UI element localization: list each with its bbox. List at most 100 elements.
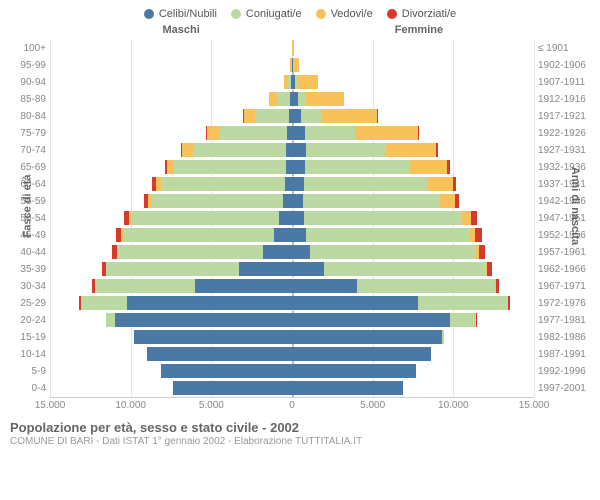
- bar-male: [50, 194, 292, 208]
- legend-item: Divorziati/e: [387, 8, 456, 20]
- bar-segment-celibi: [134, 330, 292, 344]
- bar-segment-celibi: [195, 279, 292, 293]
- x-axis: 15.00010.0005.00005.00010.00015.000: [6, 400, 594, 414]
- bar-segment-divorz: [496, 279, 499, 293]
- bar-male: [50, 279, 292, 293]
- legend: Celibi/NubiliConiugati/eVedovi/eDivorzia…: [6, 8, 594, 20]
- x-tick: 5.000: [199, 400, 224, 411]
- bar-row: [50, 227, 534, 244]
- column-headers: Maschi Femmine: [6, 24, 594, 40]
- bar-segment-vedov: [182, 143, 192, 157]
- bar-segment-divorz: [447, 160, 450, 174]
- bar-row: [50, 159, 534, 176]
- bar-segment-celibi: [292, 194, 303, 208]
- age-tick: 100+: [6, 40, 46, 57]
- birth-year-axis: ≤ 19011902-19061907-19111912-19161917-19…: [534, 40, 594, 398]
- bar-segment-celibi: [239, 262, 292, 276]
- bar-row: [50, 363, 534, 380]
- bar-row: [50, 312, 534, 329]
- bar-segment-coniug: [106, 262, 238, 276]
- bar-female: [292, 109, 534, 123]
- y-axis-label-left: Fasce di età: [21, 175, 33, 238]
- x-axis-ticks: 15.00010.0005.00005.00010.00015.000: [50, 400, 534, 414]
- bar-segment-celibi: [292, 296, 418, 310]
- bar-segment-celibi: [274, 228, 292, 242]
- age-tick: 75-79: [6, 125, 46, 142]
- bar-row: [50, 295, 534, 312]
- bar-male: [50, 381, 292, 395]
- age-tick: 35-39: [6, 261, 46, 278]
- bar-segment-celibi: [292, 109, 301, 123]
- bar-male: [50, 228, 292, 242]
- bar-segment-vedov: [410, 160, 447, 174]
- bar-female: [292, 296, 534, 310]
- bar-row: [50, 278, 534, 295]
- bar-segment-coniug: [131, 211, 279, 225]
- bar-segment-vedov: [297, 75, 318, 89]
- bar-segment-vedov: [322, 109, 377, 123]
- bar-row: [50, 193, 534, 210]
- bar-segment-coniug: [255, 109, 289, 123]
- bar-segment-coniug: [303, 194, 440, 208]
- birth-year-tick: 1967-1971: [538, 278, 594, 295]
- bar-row: [50, 210, 534, 227]
- birth-year-tick: 1917-1921: [538, 108, 594, 125]
- legend-item: Celibi/Nubili: [144, 8, 217, 20]
- bar-row: [50, 142, 534, 159]
- bar-segment-celibi: [115, 313, 292, 327]
- bar-segment-coniug: [193, 143, 287, 157]
- x-tick: 10.000: [438, 400, 469, 411]
- header-female: Femmine: [395, 24, 443, 36]
- bar-male: [50, 211, 292, 225]
- birth-year-tick: 1922-1926: [538, 125, 594, 142]
- bar-male: [50, 75, 292, 89]
- bar-segment-coniug: [306, 143, 385, 157]
- bar-segment-celibi: [292, 262, 324, 276]
- bar-segment-coniug: [118, 245, 263, 259]
- bar-female: [292, 126, 534, 140]
- bar-row: [50, 108, 534, 125]
- bar-segment-celibi: [279, 211, 292, 225]
- bar-segment-vedov: [355, 126, 418, 140]
- bar-segment-divorz: [508, 296, 509, 310]
- bar-segment-celibi: [292, 381, 403, 395]
- bar-segment-celibi: [292, 347, 431, 361]
- bar-female: [292, 41, 534, 55]
- legend-swatch: [144, 9, 154, 19]
- bar-row: [50, 346, 534, 363]
- legend-item: Vedovi/e: [316, 8, 373, 20]
- bar-segment-celibi: [292, 177, 304, 191]
- bar-female: [292, 194, 534, 208]
- bar-segment-celibi: [292, 364, 416, 378]
- bar-female: [292, 75, 534, 89]
- age-tick: 85-89: [6, 91, 46, 108]
- bar-segment-divorz: [479, 245, 485, 259]
- bar-segment-coniug: [357, 279, 496, 293]
- bar-female: [292, 262, 534, 276]
- birth-year-tick: 1902-1906: [538, 57, 594, 74]
- bar-female: [292, 347, 534, 361]
- birth-year-tick: 1927-1931: [538, 142, 594, 159]
- bar-female: [292, 177, 534, 191]
- age-tick: 40-44: [6, 244, 46, 261]
- age-tick: 15-19: [6, 329, 46, 346]
- bar-segment-coniug: [277, 92, 290, 106]
- bar-segment-coniug: [161, 177, 285, 191]
- bar-segment-vedov: [293, 58, 299, 72]
- bar-segment-divorz: [436, 143, 438, 157]
- bar-segment-coniug: [106, 313, 114, 327]
- bar-male: [50, 58, 292, 72]
- bar-segment-vedov: [440, 194, 455, 208]
- bar-segment-celibi: [292, 211, 304, 225]
- birth-year-tick: 1997-2001: [538, 380, 594, 397]
- x-tick: 10.000: [115, 400, 146, 411]
- birth-year-tick: 1992-1996: [538, 363, 594, 380]
- bar-segment-celibi: [285, 177, 292, 191]
- chart-title: Popolazione per età, sesso e stato civil…: [10, 420, 594, 435]
- birth-year-tick: 1962-1966: [538, 261, 594, 278]
- bar-male: [50, 143, 292, 157]
- bar-segment-celibi: [263, 245, 292, 259]
- bar-female: [292, 279, 534, 293]
- birth-year-tick: 1947-1951: [538, 210, 594, 227]
- bar-segment-coniug: [304, 177, 428, 191]
